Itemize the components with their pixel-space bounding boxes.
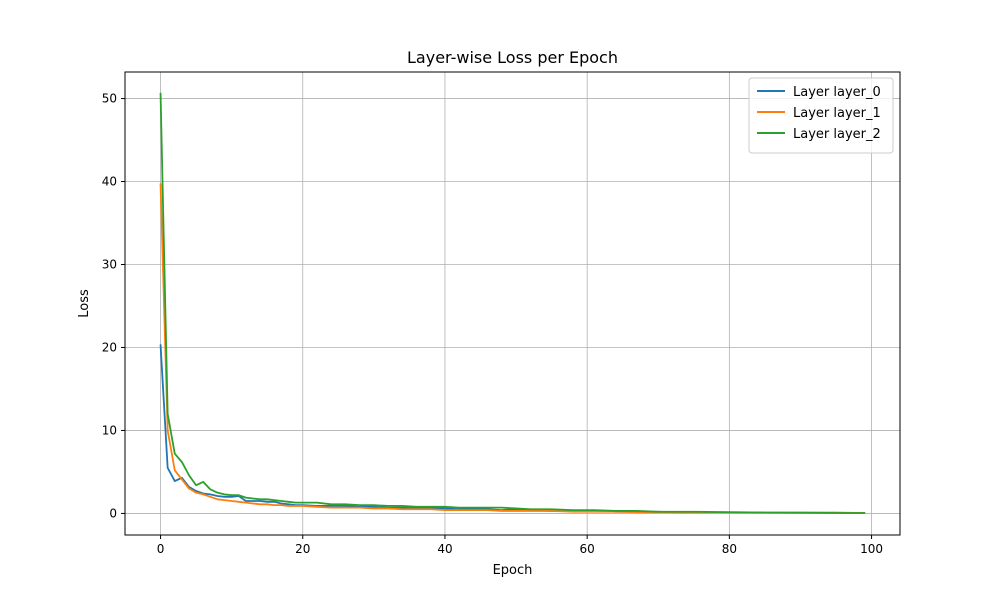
y-tick-label: 10: [102, 423, 117, 437]
y-axis-ticks: 0 10 20 30 40 50: [102, 92, 125, 520]
y-tick-label: 0: [109, 506, 117, 520]
y-tick-label: 20: [102, 340, 117, 354]
legend-box: [748, 77, 894, 154]
x-tick-label: 0: [157, 542, 165, 556]
x-tick-label: 40: [437, 542, 452, 556]
y-tick-label: 50: [102, 92, 117, 106]
x-axis-ticks: 0 20 40 60 80 100: [157, 535, 883, 556]
chart-title: Layer-wise Loss per Epoch: [407, 48, 618, 67]
series-line-2: [159, 92, 866, 514]
series-lines: [159, 92, 866, 514]
x-tick-label: 100: [860, 542, 883, 556]
y-axis-label: Loss: [77, 289, 92, 318]
x-tick-label: 20: [295, 542, 310, 556]
legend: Layer layer_0 Layer layer_1 Layer layer_2: [748, 77, 894, 154]
y-tick-label: 40: [102, 175, 117, 189]
x-axis-label: Epoch: [493, 563, 533, 578]
x-tick-label: 60: [580, 542, 595, 556]
legend-label-0: Layer layer_0: [793, 85, 881, 100]
plot-frame: [124, 71, 901, 536]
legend-label-2: Layer layer_2: [793, 127, 881, 142]
x-tick-label: 80: [722, 542, 737, 556]
y-tick-label: 30: [102, 258, 117, 272]
legend-items: Layer layer_0 Layer layer_1 Layer layer_2: [757, 85, 881, 142]
legend-label-1: Layer layer_1: [793, 106, 881, 121]
